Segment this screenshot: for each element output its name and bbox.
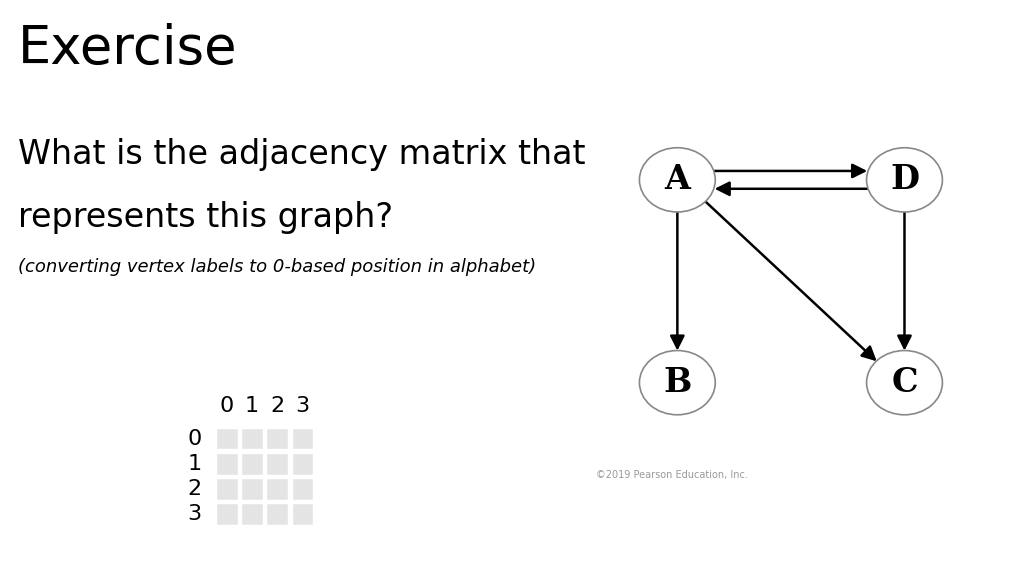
Bar: [240, 452, 264, 476]
Bar: [266, 426, 289, 451]
Bar: [215, 477, 238, 501]
Bar: [240, 426, 264, 451]
Ellipse shape: [640, 148, 715, 212]
Ellipse shape: [640, 351, 715, 415]
Text: 0: 0: [219, 396, 234, 416]
Bar: [266, 477, 289, 501]
Text: B: B: [663, 366, 692, 399]
Text: 3: 3: [295, 396, 309, 416]
Text: 2: 2: [188, 479, 202, 499]
Text: D: D: [890, 164, 919, 196]
Text: 1: 1: [244, 396, 259, 416]
Bar: [266, 452, 289, 476]
Bar: [240, 477, 264, 501]
Text: (converting vertex labels to 0-based position in alphabet): (converting vertex labels to 0-based pos…: [18, 258, 536, 276]
Bar: [266, 502, 289, 526]
Bar: [290, 452, 314, 476]
Text: represents this graph?: represents this graph?: [18, 201, 393, 234]
Bar: [215, 502, 238, 526]
Text: 0: 0: [188, 429, 202, 448]
Text: Exercise: Exercise: [18, 23, 237, 75]
Bar: [215, 426, 238, 451]
Text: C: C: [891, 366, 918, 399]
Bar: [290, 502, 314, 526]
Text: What is the adjacency matrix that: What is the adjacency matrix that: [18, 138, 586, 170]
Text: A: A: [664, 164, 691, 196]
Ellipse shape: [867, 351, 942, 415]
Ellipse shape: [867, 148, 942, 212]
Bar: [215, 452, 238, 476]
Text: 3: 3: [188, 505, 202, 524]
Bar: [240, 502, 264, 526]
Text: ©2019 Pearson Education, Inc.: ©2019 Pearson Education, Inc.: [596, 470, 748, 480]
Bar: [290, 426, 314, 451]
Text: 1: 1: [188, 454, 202, 474]
Text: 2: 2: [270, 396, 284, 416]
Bar: [290, 477, 314, 501]
